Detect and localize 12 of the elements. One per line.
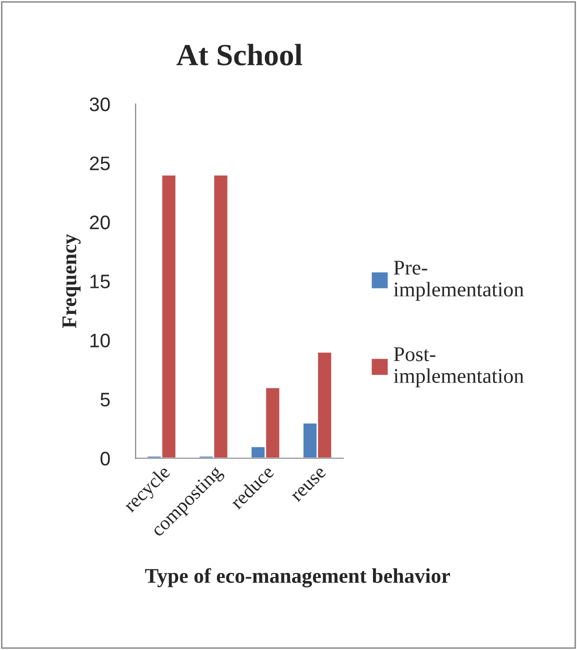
y-tick-label: 0: [100, 452, 110, 466]
y-tick-label: 10: [90, 334, 110, 348]
legend-label: Post-implementation: [394, 347, 524, 388]
y-tick-label: 15: [90, 274, 110, 288]
x-axis-title: Type of eco-management behavior: [145, 568, 450, 588]
chart-title: At School: [176, 44, 302, 66]
legend-label: Pre-implementation: [394, 260, 524, 301]
y-tick-label: 25: [90, 156, 110, 170]
y-tick-label: 20: [90, 216, 110, 230]
y-tick-label: 30: [90, 97, 110, 112]
y-tick-label: 5: [100, 392, 110, 406]
y-axis-title: Frequency: [62, 234, 81, 328]
